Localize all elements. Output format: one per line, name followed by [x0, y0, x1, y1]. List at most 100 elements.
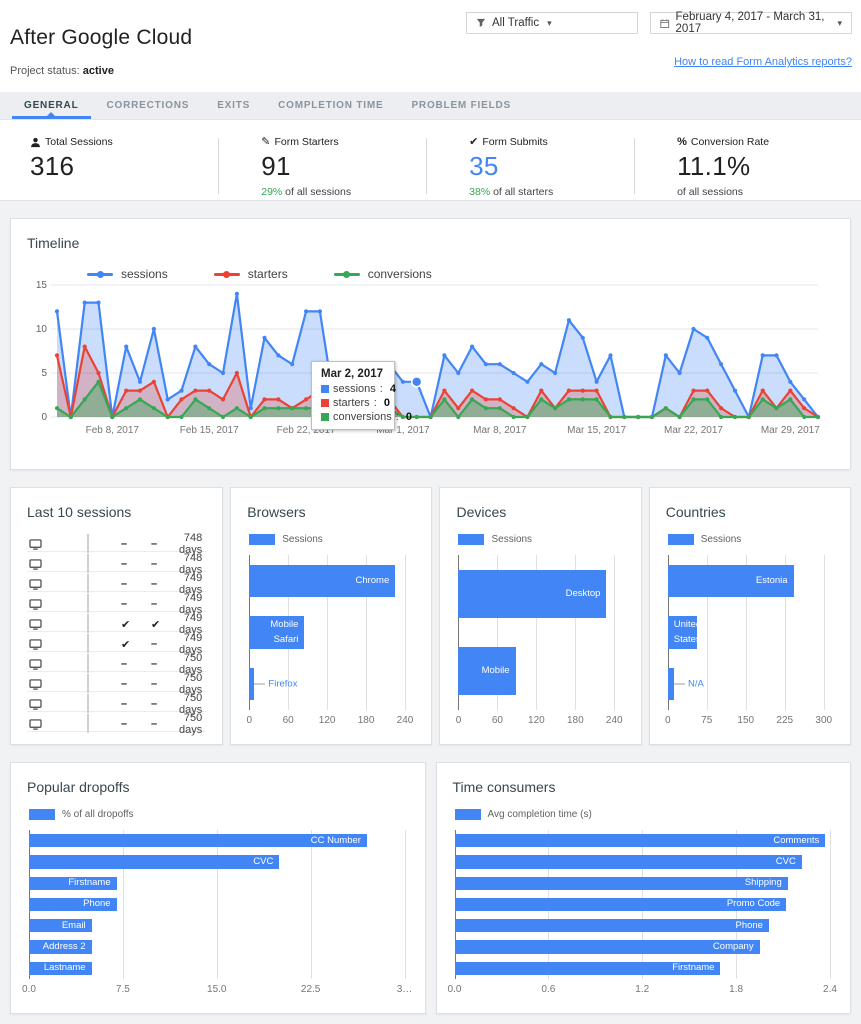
stat-form-submits: ✔ Form Submits 35 38% of all starters — [426, 135, 653, 200]
bar-row: Estonia — [667, 555, 830, 607]
starters-marker — [213, 270, 240, 278]
session-row: – – 748 days — [27, 552, 207, 576]
session-mark: ✔ — [151, 618, 161, 631]
sessions-marker — [87, 270, 113, 278]
browsers-chart[interactable]: Chrome Mobile Safari Firefox — [249, 555, 411, 710]
bar-comments[interactable]: Comments — [454, 834, 826, 848]
bar-shipping[interactable]: Shipping — [454, 876, 788, 890]
bar-label: Email — [61, 919, 86, 931]
svg-text:10: 10 — [36, 324, 48, 335]
bar-company[interactable]: Company — [454, 940, 760, 954]
bar-firefox[interactable] — [249, 668, 255, 701]
time-consumers-chart[interactable]: Comments CVC Shipping Promo Code Phone Compan… — [454, 830, 831, 979]
bar-row: Comments — [454, 830, 831, 851]
axis-tick: 75 — [701, 715, 713, 726]
session-duration: 749 days — [179, 632, 203, 656]
session-mark: – — [121, 678, 128, 690]
help-link[interactable]: How to read Form Analytics reports? — [674, 56, 852, 68]
stats-row: Total Sessions 316 ✎ Form Starters 91 29… — [0, 120, 861, 201]
bar-mobile-safari[interactable]: Mobile Safari — [249, 616, 305, 649]
starters-swatch — [321, 399, 329, 407]
bar-desktop[interactable]: Desktop — [458, 569, 607, 618]
bar-label: Phone — [735, 919, 763, 931]
axis-tick: 0.6 — [541, 984, 556, 995]
session-row: – – 750 days — [27, 652, 207, 676]
session-duration: 750 days — [179, 652, 203, 676]
tab-general[interactable]: GENERAL — [10, 92, 93, 119]
traffic-filter-select[interactable]: All Traffic ▾ — [466, 12, 638, 34]
bar-mobile[interactable]: Mobile — [458, 647, 516, 696]
svg-text:Mar 1, 2017: Mar 1, 2017 — [376, 425, 430, 436]
stat-value: 35 — [469, 151, 499, 181]
bar-n-a[interactable] — [667, 668, 674, 701]
bar-email[interactable]: Email — [29, 919, 92, 933]
traffic-filter-value: All Traffic — [492, 17, 540, 29]
bar-phone[interactable]: Phone — [454, 919, 769, 933]
bar-cvc[interactable]: CVC — [454, 855, 802, 869]
session-duration: 748 days — [179, 552, 203, 576]
desktop-icon — [29, 558, 42, 570]
dropoffs-chart[interactable]: CC Number CVC Firstname Phone Email Address 2… — [29, 830, 406, 979]
bar-label: CVC — [253, 855, 274, 867]
bar-address-2[interactable]: Address 2 — [29, 940, 92, 954]
bar-lastname[interactable]: Lastname — [29, 961, 92, 975]
svg-text:Feb 8, 2017: Feb 8, 2017 — [86, 425, 140, 436]
axis-tick: 180 — [566, 715, 584, 726]
timeline-panel: Timeline sessions starters conversions 0… — [10, 218, 851, 470]
tab-completion-time[interactable]: COMPLETION TIME — [278, 100, 384, 111]
bar-label: Shipping — [744, 877, 782, 889]
tab-problem-fields[interactable]: PROBLEM FIELDS — [411, 100, 511, 111]
bar-firstname[interactable]: Firstname — [454, 961, 721, 975]
countries-chart[interactable]: Estonia United States N/A — [667, 555, 830, 710]
desktop-icon — [29, 718, 42, 730]
timeline-chart[interactable]: 0 5 10 15 Feb 8, 2017 Feb 15, 2017 Feb 22, 201… — [27, 280, 834, 452]
conversions-swatch — [321, 413, 329, 421]
estonia-flag-icon — [87, 534, 89, 553]
bar-label: Chrome — [355, 574, 390, 586]
stat-form-starters: ✎ Form Starters 91 29% of all sessions — [218, 136, 445, 200]
sessions-swatch — [321, 385, 329, 393]
bar-row: Company — [454, 936, 831, 957]
legend-swatch — [667, 534, 694, 545]
bar-cvc[interactable]: CVC — [29, 855, 280, 869]
legend-swatch — [458, 534, 485, 545]
svg-text:Feb 15, 2017: Feb 15, 2017 — [180, 425, 239, 436]
bar-row: United States — [667, 607, 830, 659]
browsers-panel: Browsers Sessions Chrome Mobile Safari Fir… — [230, 487, 433, 745]
countries-title: Countries — [665, 504, 726, 520]
bar-label: Comments — [773, 834, 820, 846]
dropoffs-panel: Popular dropoffs % of all dropoffs CC Nu… — [10, 762, 426, 1014]
session-mark: – — [121, 658, 128, 670]
desktop-icon — [29, 638, 42, 650]
estonia-flag-icon — [87, 634, 89, 653]
bar-promo-code[interactable]: Promo Code — [454, 897, 787, 912]
date-range-select[interactable]: February 4, 2017 - March 31, 2017 ▾ — [650, 11, 852, 35]
tab-bar: GENERAL CORRECTIONS EXITS COMPLETION TIM… — [0, 92, 861, 120]
bar-chrome[interactable]: Chrome — [249, 564, 396, 597]
svg-text:15: 15 — [36, 281, 48, 291]
stat-label: Conversion Rate — [690, 136, 770, 148]
project-status-value: active — [82, 65, 114, 77]
axis-tick: 240 — [605, 715, 623, 726]
filter-icon — [476, 18, 486, 27]
tab-corrections[interactable]: CORRECTIONS — [106, 100, 190, 111]
browsers-axis: 0 60 120 180 240 — [246, 712, 413, 728]
check-icon: ✔ — [469, 135, 479, 148]
tab-exits[interactable]: EXITS — [217, 100, 251, 111]
chevron-down-icon: ▾ — [837, 17, 842, 28]
axis-tick: 15.0 — [207, 984, 227, 995]
bar-estonia[interactable]: Estonia — [667, 564, 794, 597]
bar-row: Firstname — [454, 958, 831, 979]
svg-text:Feb 22, 2017: Feb 22, 2017 — [277, 425, 336, 436]
estonia-flag-icon — [87, 574, 89, 593]
stat-label: Total Sessions — [45, 136, 113, 148]
bar-phone[interactable]: Phone — [29, 897, 117, 912]
bar-firstname[interactable]: Firstname — [29, 876, 117, 890]
estonia-flag-icon — [87, 554, 89, 573]
devices-chart[interactable]: Desktop Mobile — [458, 555, 620, 710]
stat-conversion-rate: % Conversion Rate 11.1% of all sessions — [634, 136, 861, 200]
bar-united-states[interactable]: United States — [667, 616, 698, 649]
bar-cc-number[interactable]: CC Number — [29, 834, 367, 848]
bar-label: Company — [712, 940, 754, 952]
page-header: After Google Cloud Project status: activ… — [0, 0, 861, 92]
